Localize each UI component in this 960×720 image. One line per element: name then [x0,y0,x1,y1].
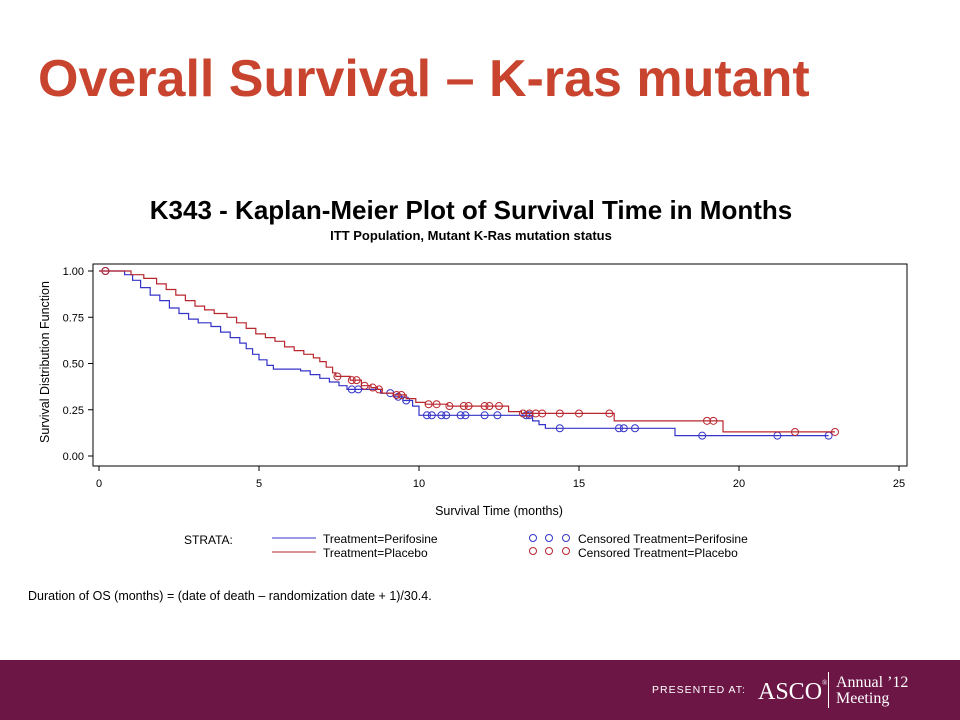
censor-marker-perifosine [456,411,465,420]
censor-marker-placebo [709,416,718,425]
legend-censor-marker-perifosine [562,534,570,542]
x-tick-label: 15 [573,478,585,490]
censor-marker-placebo [352,376,361,385]
censor-marker-placebo [392,390,401,399]
legend-label-perifosine: Treatment=Perifosine [323,532,438,546]
legend-censor-marker-perifosine [529,534,537,542]
censor-marker-placebo [831,427,839,436]
censor-marker-placebo [480,402,489,411]
x-axis: 0 5 10 15 20 25 [96,466,905,490]
censor-marker-placebo [495,402,503,411]
censor-marker-perifosine [493,411,502,420]
censor-marker-perifosine [442,411,451,420]
censor-marker-placebo [375,385,383,394]
y-axis-title: Survival Distribution Function [38,281,52,443]
legend-censor-marker-placebo [562,547,570,555]
censor-marker-perifosine [461,411,470,420]
censor-marker-perifosine [555,424,564,433]
plot-frame [92,263,908,467]
footer-divider [828,672,829,708]
censor-marker-perifosine [615,424,623,433]
x-tick-label: 10 [413,478,425,490]
censor-marker-placebo [791,427,799,436]
censor-marker-placebo [360,381,369,390]
meeting-line-1: Annual ’12 [836,674,909,691]
footer-bar: PRESENTED AT: ASCO® Annual ’12 Meeting [0,660,960,720]
slide-title: Overall Survival – K-ras mutant [38,50,810,108]
censor-marker-placebo [445,402,454,411]
censor-marker-placebo [555,409,564,418]
y-tick-label: 0.00 [63,451,84,463]
footnote: Duration of OS (months) = (date of death… [28,589,432,603]
y-axis: 0.00 0.25 0.50 0.75 1.00 [63,266,93,463]
censor-marker-placebo [397,390,406,399]
censor-marker-placebo [703,416,711,425]
censor-marker-placebo [525,409,534,418]
censor-marker-perifosine [423,411,431,420]
censor-marker-placebo [333,372,342,381]
y-tick-label: 0.25 [63,405,84,417]
censor-marker-placebo [538,409,547,418]
censor-marker-perifosine [698,431,707,440]
censor-marker-perifosine [619,424,628,433]
censor-marker-placebo [464,402,473,411]
x-tick-label: 5 [256,478,262,490]
censor-marker-perifosine [480,411,489,420]
registered-mark-icon: ® [822,679,828,687]
censor-marker-perifosine [347,385,356,394]
censor-marker-placebo [575,409,583,418]
legend-censor-marker-placebo [529,547,537,555]
asco-logo-text: ASCO [758,679,823,705]
censor-marker-placebo [347,376,356,385]
censor-marker-placebo [605,409,614,418]
censor-marker-placebo [485,402,494,411]
y-tick-label: 1.00 [63,266,84,278]
legend-label-censored-perifosine: Censored Treatment=Perifosine [578,532,748,546]
censor-marker-perifosine [354,385,363,394]
asco-logo: ASCO® [758,678,827,706]
censor-marker-perifosine [427,411,436,420]
legend: STRATA: Treatment=Perifosine Treatment=P… [184,532,748,560]
x-axis-title: Survival Time (months) [435,504,563,518]
legend-title: STRATA: [184,533,233,547]
censor-marker-placebo [531,409,540,418]
censor-marker-perifosine [631,424,639,433]
chart-subtitle: ITT Population, Mutant K-Ras mutation st… [330,228,612,243]
legend-censor-marker-placebo [545,547,553,555]
x-tick-label: 0 [96,478,102,490]
chart-title: K343 - Kaplan-Meier Plot of Survival Tim… [149,195,793,225]
censor-marker-perifosine [437,411,446,420]
meeting-line-2: Meeting [836,690,890,707]
censor-marker-placebo [432,400,441,409]
censor-marker-placebo [519,409,527,418]
y-tick-label: 0.75 [63,312,84,324]
presented-at-label: PRESENTED AT: [652,684,746,696]
x-tick-label: 25 [893,478,905,490]
legend-label-placebo: Treatment=Placebo [323,546,428,560]
censor-marker-placebo [424,400,433,409]
x-tick-label: 20 [733,478,745,490]
legend-label-censored-placebo: Censored Treatment=Placebo [578,546,738,560]
censor-marker-placebo [101,267,110,275]
survival-line-placebo [99,270,835,433]
legend-censor-marker-perifosine [545,534,553,542]
survival-curves [99,267,839,440]
survival-line-perifosine [99,270,829,437]
y-tick-label: 0.50 [63,359,84,371]
censor-marker-placebo [459,402,468,411]
